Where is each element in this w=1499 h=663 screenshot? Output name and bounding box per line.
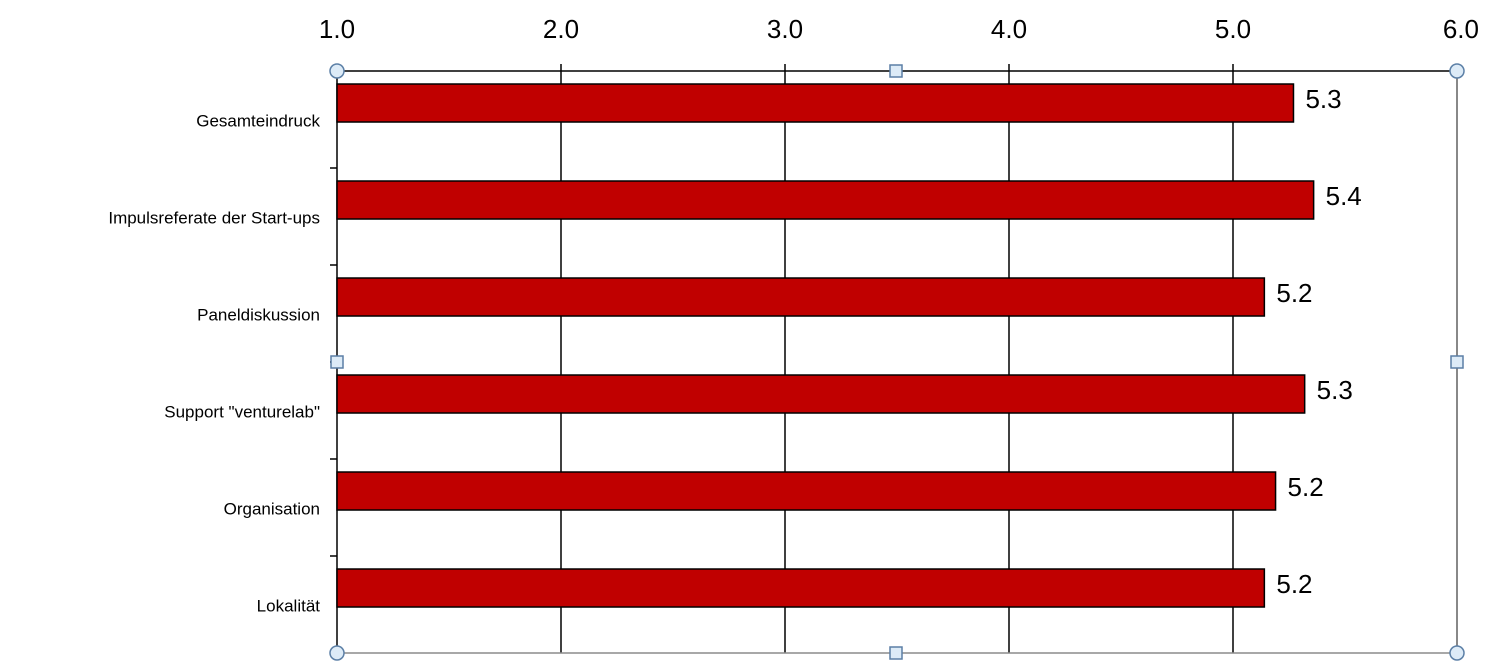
bar-5 [336, 568, 1266, 608]
category-label: Organisation [224, 499, 320, 518]
category-label: Paneldiskussion [197, 305, 320, 324]
resize-handle-bottom-right[interactable] [1449, 645, 1465, 661]
bar-0 [336, 83, 1295, 123]
x-tick-label: 6.0 [1443, 14, 1479, 44]
data-label: 5.2 [1288, 472, 1324, 502]
resize-handle-top-left[interactable] [329, 63, 345, 79]
data-label: 5.2 [1276, 278, 1312, 308]
data-label: 5.4 [1326, 181, 1362, 211]
bar-1 [336, 180, 1315, 220]
category-label: Support "venturelab" [164, 402, 320, 421]
bar-3 [336, 374, 1306, 414]
x-tick-label: 1.0 [319, 14, 355, 44]
resize-handle-bottom-left[interactable] [329, 645, 345, 661]
bar-2 [336, 277, 1266, 317]
resize-handle-bottom[interactable] [889, 646, 903, 660]
resize-handle-top-right[interactable] [1449, 63, 1465, 79]
category-label: Impulsreferate der Start-ups [108, 208, 320, 227]
x-tick-label: 5.0 [1215, 14, 1251, 44]
data-label: 5.3 [1317, 375, 1353, 405]
data-label: 5.2 [1276, 569, 1312, 599]
resize-handle-right[interactable] [1450, 355, 1464, 369]
resize-handle-left[interactable] [330, 355, 344, 369]
bar-4 [336, 471, 1277, 511]
data-label: 5.3 [1305, 84, 1341, 114]
resize-handle-top[interactable] [889, 64, 903, 78]
x-tick-label: 4.0 [991, 14, 1027, 44]
x-tick-label: 2.0 [543, 14, 579, 44]
x-tick-label: 3.0 [767, 14, 803, 44]
category-label: Lokalität [257, 596, 321, 615]
category-label: Gesamteindruck [196, 111, 320, 130]
